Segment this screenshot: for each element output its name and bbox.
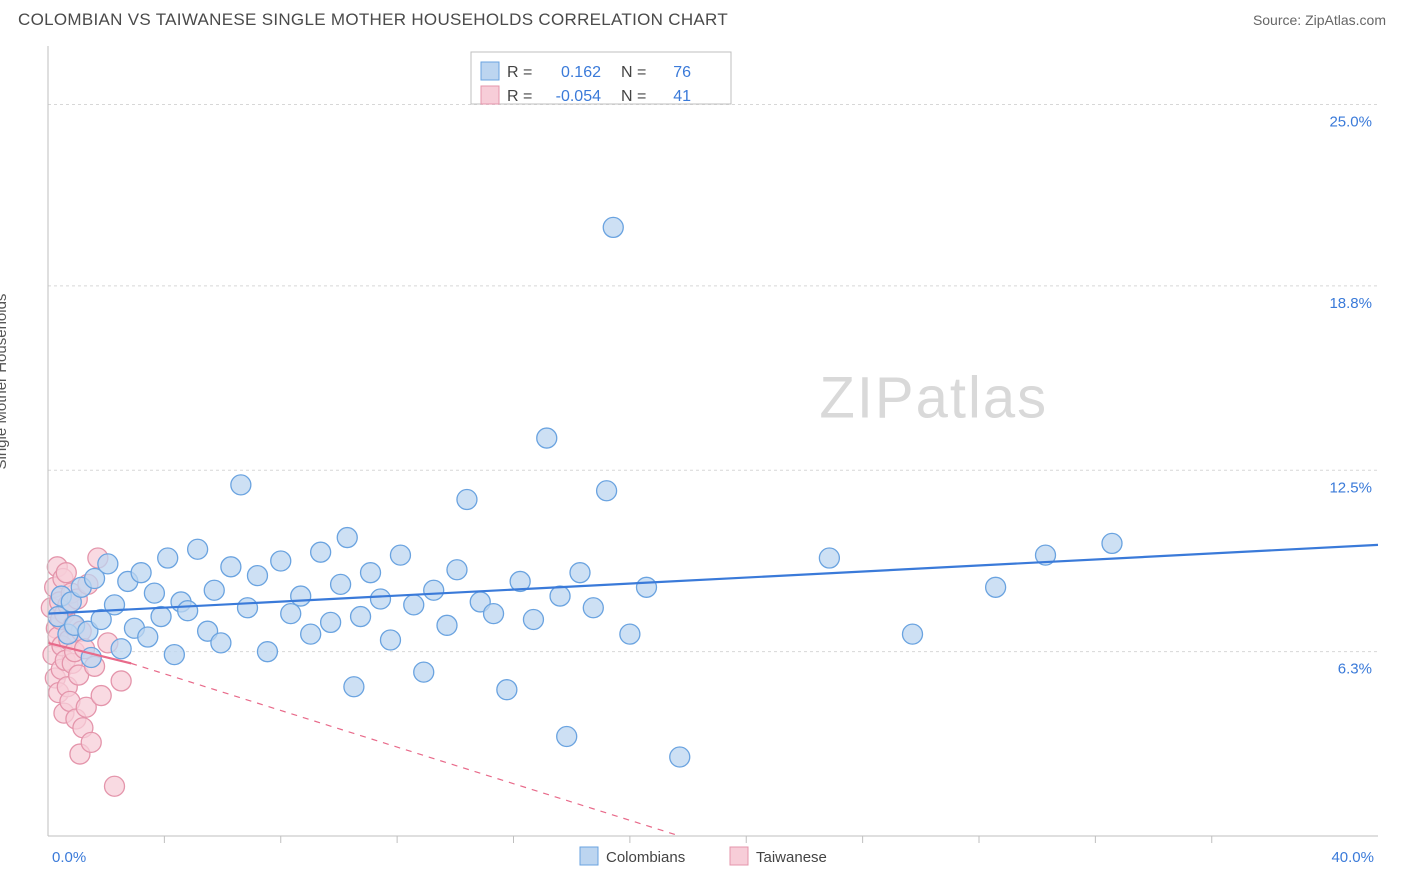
data-point <box>111 671 131 691</box>
data-point <box>903 624 923 644</box>
data-point <box>178 601 198 621</box>
y-tick-label: 18.8% <box>1329 295 1372 312</box>
data-point <box>380 630 400 650</box>
x-max-label: 40.0% <box>1331 849 1374 866</box>
data-point <box>105 595 125 615</box>
data-point <box>204 580 224 600</box>
correlation-legend: R = 0.162 N = 76 R = -0.054 N = 41 <box>471 52 731 105</box>
data-point <box>247 566 267 586</box>
legend-label: Colombians <box>606 849 685 866</box>
data-point <box>550 586 570 606</box>
watermark: ZIPatlas <box>819 365 1048 430</box>
legend-label: Taiwanese <box>756 849 827 866</box>
chart-area: Single Mother Households 6.3% 12.5% 18.8% 2… <box>0 36 1406 886</box>
data-point <box>390 545 410 565</box>
data-point <box>1102 533 1122 553</box>
data-point <box>337 528 357 548</box>
data-point <box>620 624 640 644</box>
legend-swatch <box>481 86 499 104</box>
data-point <box>404 595 424 615</box>
source-prefix: Source: <box>1253 12 1305 28</box>
legend-r-label: R = <box>507 88 532 105</box>
chart-source: Source: ZipAtlas.com <box>1253 12 1386 28</box>
trend-line-taiwanese-extrapolated <box>131 663 680 836</box>
y-tick-label: 25.0% <box>1329 114 1372 131</box>
data-point <box>371 589 391 609</box>
data-point <box>138 627 158 647</box>
data-point <box>637 577 657 597</box>
data-point <box>111 639 131 659</box>
data-point <box>361 563 381 583</box>
data-point <box>424 580 444 600</box>
data-point <box>414 662 434 682</box>
data-point <box>497 680 517 700</box>
data-point <box>158 548 178 568</box>
data-point <box>597 481 617 501</box>
data-point <box>131 563 151 583</box>
data-point <box>321 612 341 632</box>
bottom-legend: Colombians Taiwanese <box>580 847 827 866</box>
legend-r-label: R = <box>507 64 532 81</box>
data-point <box>583 598 603 618</box>
data-point <box>457 490 477 510</box>
legend-r-value: 0.162 <box>561 64 601 81</box>
data-point <box>231 475 251 495</box>
data-point <box>151 607 171 627</box>
scatter-chart: 6.3% 12.5% 18.8% 25.0% ZIPatlas 0.0% 40.0% Colo… <box>0 36 1406 886</box>
legend-swatch <box>481 62 499 80</box>
data-point <box>91 686 111 706</box>
y-axis-label: Single Mother Households <box>0 294 10 470</box>
data-point <box>221 557 241 577</box>
data-point <box>257 642 277 662</box>
data-point <box>164 645 184 665</box>
data-point <box>986 577 1006 597</box>
legend-r-value: -0.054 <box>556 88 601 105</box>
data-point <box>105 776 125 796</box>
legend-n-label: N = <box>621 64 646 81</box>
source-name: ZipAtlas.com <box>1305 12 1386 28</box>
legend-swatch <box>580 847 598 865</box>
data-point <box>570 563 590 583</box>
chart-header: COLOMBIAN VS TAIWANESE SINGLE MOTHER HOU… <box>0 0 1406 36</box>
data-point <box>603 217 623 237</box>
y-tick-label: 6.3% <box>1338 661 1372 678</box>
data-point <box>301 624 321 644</box>
data-point <box>447 560 467 580</box>
data-point <box>331 574 351 594</box>
data-point <box>56 563 76 583</box>
data-point <box>238 598 258 618</box>
legend-n-label: N = <box>621 88 646 105</box>
data-point <box>211 633 231 653</box>
data-point <box>281 604 301 624</box>
data-point <box>311 542 331 562</box>
data-point <box>484 604 504 624</box>
legend-swatch <box>730 847 748 865</box>
data-point <box>557 727 577 747</box>
data-point <box>98 554 118 574</box>
data-point <box>670 747 690 767</box>
data-point <box>81 648 101 668</box>
data-point <box>344 677 364 697</box>
chart-title: COLOMBIAN VS TAIWANESE SINGLE MOTHER HOU… <box>18 10 728 30</box>
data-point <box>819 548 839 568</box>
x-min-label: 0.0% <box>52 849 86 866</box>
legend-n-value: 76 <box>673 64 691 81</box>
data-point <box>271 551 291 571</box>
data-point <box>291 586 311 606</box>
y-tick-label: 12.5% <box>1329 479 1372 496</box>
data-point <box>437 615 457 635</box>
data-point <box>188 539 208 559</box>
data-point <box>537 428 557 448</box>
data-point <box>144 583 164 603</box>
legend-n-value: 41 <box>673 88 691 105</box>
data-point <box>351 607 371 627</box>
data-point <box>523 609 543 629</box>
data-point <box>81 732 101 752</box>
